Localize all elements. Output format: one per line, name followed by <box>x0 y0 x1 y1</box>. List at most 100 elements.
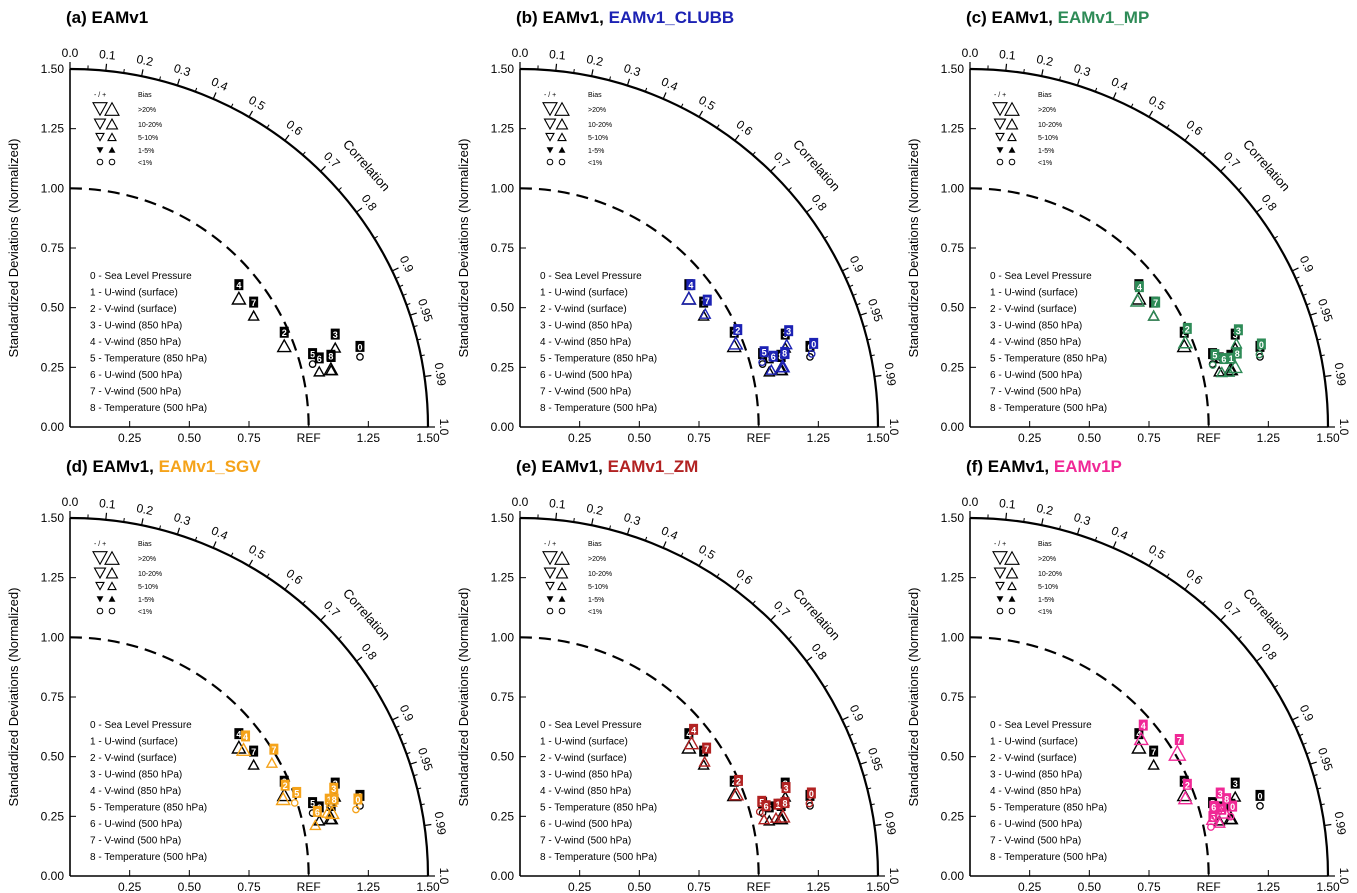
variable-legend-item: 6 - U-wind (500 hPa) <box>540 819 632 830</box>
correlation-tick-label: 0.3 <box>1072 510 1092 528</box>
data-point-label: 1 <box>775 800 780 810</box>
panel-title-b: (b) EAMv1, EAMv1_CLUBB <box>516 8 734 28</box>
data-point-label-box <box>329 793 339 805</box>
panel-title-b-label: (b) <box>516 8 543 27</box>
y-tick-label: 1.25 <box>41 122 65 136</box>
correlation-minor-tick <box>1313 325 1318 328</box>
data-point-comp-triangle <box>774 358 791 373</box>
correlation-tick <box>176 78 181 86</box>
data-point-base-triangle <box>763 365 776 377</box>
correlation-minor-tick <box>845 276 850 280</box>
bias-legend-label: <1% <box>1038 160 1052 167</box>
x-tick-label: REF <box>747 880 771 893</box>
correlation-tick <box>284 583 290 590</box>
correlation-minor-tick <box>266 124 270 129</box>
data-point-label: 4 <box>236 281 241 291</box>
x-tick-label: 1.50 <box>866 431 890 445</box>
variable-legend-item: 8 - Temperature (500 hPa) <box>540 852 657 863</box>
x-tick-label: 1.50 <box>416 880 440 893</box>
correlation-tick-label: 0.8 <box>809 192 830 214</box>
data-point-label-box <box>686 279 696 291</box>
correlation-tick <box>1256 656 1263 662</box>
correlation-tick-label: 0.2 <box>585 52 604 69</box>
correlation-tick <box>141 518 144 526</box>
bias-legend-sign-header: - / + <box>94 92 106 99</box>
correlation-tick-label: 1.0 <box>437 868 451 885</box>
correlation-tick <box>874 374 882 378</box>
correlation-minor-tick <box>338 636 342 640</box>
correlation-minor-tick <box>230 103 234 108</box>
data-point-label: 8 <box>782 799 787 809</box>
correlation-minor-tick <box>1302 742 1307 745</box>
x-tick-label: 1.50 <box>1316 880 1340 893</box>
data-point-label-box <box>684 728 694 740</box>
data-point-label: 2 <box>735 326 740 336</box>
data-point-label: 8 <box>1224 795 1229 805</box>
x-tick-label: REF <box>297 431 321 445</box>
bias-legend-down-marker <box>546 147 554 154</box>
panel-title-e-label: (e) <box>516 457 542 476</box>
bias-legend-down-marker <box>96 596 104 603</box>
panel-title-d-base: EAMv1, <box>92 457 159 476</box>
correlation-tick <box>626 78 631 86</box>
outer-arc <box>969 67 1330 428</box>
data-point-label-box <box>1232 347 1242 359</box>
bias-legend-up-marker <box>557 132 567 142</box>
data-point-label: 5 <box>310 799 315 809</box>
correlation-minor-tick <box>867 338 872 341</box>
variable-legend-item: 2 - V-wind (surface) <box>990 753 1077 764</box>
correlation-tick-label: 0.9 <box>1297 253 1317 274</box>
data-point-label-box <box>1222 793 1232 805</box>
y-tick-label: 0.50 <box>941 301 965 315</box>
correlation-minor-tick <box>644 87 648 92</box>
data-point-label-box <box>1134 728 1144 740</box>
variable-legend-item: 6 - U-wind (500 hPa) <box>990 370 1082 381</box>
correlation-tick <box>284 134 290 141</box>
correlation-minor-tick <box>1295 276 1300 280</box>
y-tick-label: 1.25 <box>491 571 515 585</box>
variable-legend-item: 4 - V-wind (850 hPa) <box>540 786 631 797</box>
data-point-label: 2 <box>282 328 287 338</box>
correlation-tick-label: 0.95 <box>415 746 436 773</box>
data-point-label-box <box>806 787 816 799</box>
data-point-label: 6 <box>1211 802 1216 812</box>
correlation-tick <box>859 312 867 316</box>
correlation-tick-label: 0.9 <box>397 253 417 274</box>
correlation-minor-tick <box>788 187 792 191</box>
panel-title-b-base: EAMv1, <box>542 8 609 27</box>
y-tick-label: 1.50 <box>41 511 65 525</box>
correlation-tick-label: 0.3 <box>622 510 642 528</box>
y-axis-label: Standardized Deviations (Normalized) <box>906 139 921 358</box>
correlation-tick-label: 0.3 <box>1072 61 1092 79</box>
y-tick-label: 1.00 <box>491 181 515 195</box>
correlation-tick-label: 0.99 <box>432 362 449 387</box>
correlation-minor-tick <box>644 536 648 541</box>
correlation-tick <box>320 165 326 172</box>
correlation-tick <box>320 614 326 621</box>
data-point-label: 1 <box>1229 354 1234 364</box>
data-point-comp-triangle <box>775 808 791 823</box>
data-point-label-box <box>689 723 699 735</box>
data-point-label: 4 <box>1137 283 1142 293</box>
bias-legend-down-marker <box>92 102 108 117</box>
correlation-tick <box>1005 512 1008 520</box>
bias-legend-up-marker <box>104 550 120 565</box>
correlation-minor-tick <box>395 276 400 280</box>
x-tick-label: 1.25 <box>357 880 381 893</box>
correlation-minor-tick <box>417 787 422 790</box>
correlation-tick-label: 0.0 <box>512 46 529 60</box>
data-point-comp-triangle <box>728 786 745 801</box>
correlation-minor-tick <box>266 573 270 578</box>
correlation-minor-tick <box>406 752 411 755</box>
data-point-label: 7 <box>271 745 276 755</box>
data-point-comp-triangle <box>683 735 700 750</box>
bias-legend: - / + Bias >20% 10-20% 5-10% 1-5% <1% <box>542 541 612 616</box>
variable-legend-item: 0 - Sea Level Pressure <box>90 720 192 731</box>
bias-legend-up-marker <box>558 595 566 602</box>
bias-legend: - / + Bias >20% 10-20% 5-10% 1-5% <1% <box>92 92 162 167</box>
bias-legend-label: 1-5% <box>1038 597 1054 604</box>
bias-legend-label: >20% <box>138 556 156 563</box>
data-point-comp-triangle <box>765 363 778 375</box>
correlation-tick <box>1324 823 1332 827</box>
panel-title-a-label: (a) EAMv1 <box>66 8 149 27</box>
